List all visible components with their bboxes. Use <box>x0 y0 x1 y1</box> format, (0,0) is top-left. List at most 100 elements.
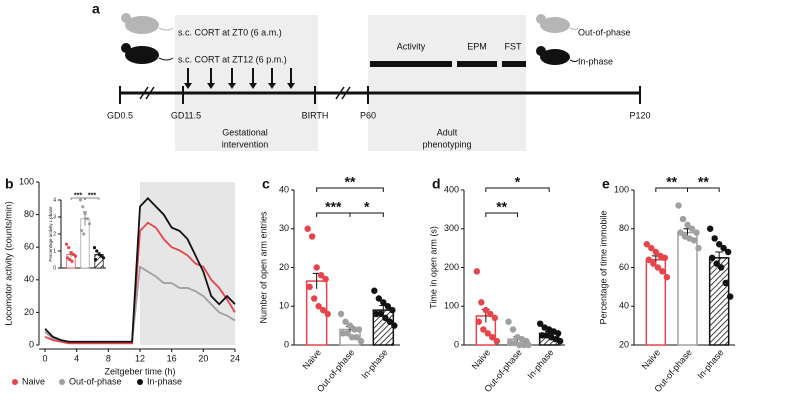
injection-arrows <box>187 68 292 86</box>
data-point <box>478 299 485 306</box>
data-point <box>538 332 546 339</box>
data-point <box>509 326 517 333</box>
data-point <box>695 244 702 252</box>
data-point <box>389 306 396 314</box>
legend-marker <box>59 379 65 385</box>
significance-label: ** <box>666 174 677 190</box>
data-point <box>348 334 356 341</box>
data-point <box>322 275 329 283</box>
data-point <box>344 330 351 337</box>
y-tick-label: 300 <box>444 223 459 233</box>
data-point <box>315 303 322 310</box>
data-point <box>65 256 70 260</box>
data-point <box>99 254 103 258</box>
significance-bracket <box>316 187 384 192</box>
x-tick-label: 12 <box>135 353 145 363</box>
y-tick-label: 20 <box>279 262 289 272</box>
legend-label: In-phase <box>147 376 182 386</box>
mouse-icon <box>121 13 174 34</box>
data-point <box>556 337 564 345</box>
test-label: Activity <box>397 41 426 51</box>
data-point <box>319 306 327 314</box>
y-axis-title: Percentage of time immobile <box>598 210 608 324</box>
y-axis-title: Time in open arm (s) <box>428 226 438 309</box>
data-point <box>67 246 71 250</box>
data-point <box>489 334 496 341</box>
significance-label: *** <box>88 192 96 199</box>
mouse-icon <box>536 14 579 33</box>
period-label: phenotyping <box>422 139 471 149</box>
x-tick-label: Naive <box>470 347 492 371</box>
significance-label: * <box>364 199 370 215</box>
x-tick-label: 20 <box>198 353 208 363</box>
data-point <box>520 341 528 349</box>
data-point <box>654 264 662 271</box>
data-point <box>713 260 720 267</box>
timeline-label: BIRTH <box>302 110 329 120</box>
x-tick-label: 4 <box>74 353 79 363</box>
y-tick-label: 4 <box>53 197 56 203</box>
data-point <box>507 339 514 347</box>
legend-marker <box>12 379 18 385</box>
panel-label: a <box>92 1 100 17</box>
x-tick-label: Naive <box>301 347 323 371</box>
data-point <box>482 306 490 314</box>
data-point <box>554 330 562 337</box>
data-point <box>661 254 669 262</box>
group-label: Out-of-phase <box>578 27 631 37</box>
data-point <box>648 244 655 252</box>
timeline-label: GD0.5 <box>107 110 133 120</box>
data-point <box>663 273 671 281</box>
data-point <box>684 221 691 229</box>
y-tick-label: 60 <box>619 262 629 272</box>
data-point <box>337 310 345 318</box>
data-point <box>724 248 732 256</box>
y-tick-label: 200 <box>444 262 459 272</box>
legend-label: Out-of-phase <box>69 376 122 386</box>
data-point <box>97 252 101 256</box>
x-tick-label: 0 <box>42 353 47 363</box>
data-point <box>346 322 354 329</box>
data-point <box>310 295 318 302</box>
x-tick-label: In-phase <box>360 347 390 380</box>
bar <box>80 218 90 269</box>
data-point <box>68 257 72 262</box>
data-point <box>382 314 389 322</box>
significance-bracket <box>687 187 720 192</box>
panel-label: b <box>5 176 14 192</box>
data-point <box>70 259 74 263</box>
data-point <box>386 318 394 325</box>
data-point <box>384 303 392 310</box>
y-axis-title: Percentage activity L phase <box>48 206 53 262</box>
data-point <box>64 242 69 246</box>
series-line <box>44 197 236 343</box>
data-point <box>371 287 378 294</box>
data-point <box>473 268 481 275</box>
period-label: Gestational <box>222 127 268 137</box>
panel-label: c <box>262 176 270 192</box>
mouse-icon <box>536 46 579 65</box>
legend-label: Naive <box>22 376 45 386</box>
y-tick-label: 400 <box>444 184 459 194</box>
data-point <box>652 248 660 256</box>
series-line <box>44 221 236 345</box>
group-label: In-phase <box>578 56 613 66</box>
significance-label: * <box>515 174 521 190</box>
significance-bracket <box>485 212 518 217</box>
y-tick-label: 0 <box>284 339 289 349</box>
treatment-label: s.c. CORT at ZT0 (6 a.m.) <box>178 27 282 37</box>
y-tick-label: 80 <box>24 209 34 219</box>
period-label: Adult <box>437 127 458 137</box>
data-point <box>493 337 501 345</box>
data-point <box>308 233 316 240</box>
dark-phase-shade <box>140 182 235 345</box>
significance-label: ** <box>345 174 356 190</box>
data-point <box>711 235 718 242</box>
data-point <box>726 293 734 300</box>
panel-label: e <box>602 176 610 192</box>
y-axis-title: Number of open arm entries <box>258 211 268 324</box>
timeline-label: P120 <box>629 110 650 120</box>
data-point <box>650 260 657 267</box>
data-point <box>722 279 729 287</box>
